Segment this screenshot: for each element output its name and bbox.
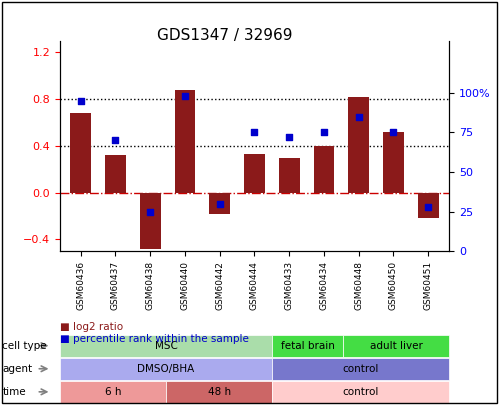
Bar	[244, 154, 265, 193]
Text: control: control	[342, 364, 379, 374]
Bar	[418, 193, 439, 218]
Text: 6 h: 6 h	[105, 387, 121, 397]
Text: control: control	[342, 387, 379, 397]
Text: MSC: MSC	[155, 341, 178, 351]
Bar	[313, 146, 334, 193]
Point	[250, 129, 258, 136]
Bar	[209, 193, 230, 214]
Bar	[279, 158, 300, 193]
Text: agent: agent	[2, 364, 32, 374]
Bar	[140, 193, 161, 249]
Point	[77, 98, 85, 104]
Text: adult liver: adult liver	[370, 341, 423, 351]
Bar	[383, 132, 404, 193]
Text: ■ log2 ratio: ■ log2 ratio	[60, 322, 123, 332]
Point	[216, 200, 224, 207]
Text: fetal brain: fetal brain	[280, 341, 334, 351]
Point	[111, 137, 119, 143]
Bar	[70, 113, 91, 193]
Bar	[105, 155, 126, 193]
Point	[285, 134, 293, 140]
Point	[146, 208, 154, 215]
Bar	[175, 90, 196, 193]
Text: time: time	[2, 387, 26, 397]
Point	[320, 129, 328, 136]
Point	[181, 93, 189, 99]
Point	[424, 204, 432, 210]
Text: ■ percentile rank within the sample: ■ percentile rank within the sample	[60, 334, 249, 344]
Text: DMSO/BHA: DMSO/BHA	[137, 364, 195, 374]
Text: 48 h: 48 h	[208, 387, 231, 397]
Text: cell type: cell type	[2, 341, 47, 351]
Point	[390, 129, 398, 136]
Text: GDS1347 / 32969: GDS1347 / 32969	[157, 28, 292, 43]
Point	[355, 113, 363, 120]
Bar	[348, 97, 369, 193]
